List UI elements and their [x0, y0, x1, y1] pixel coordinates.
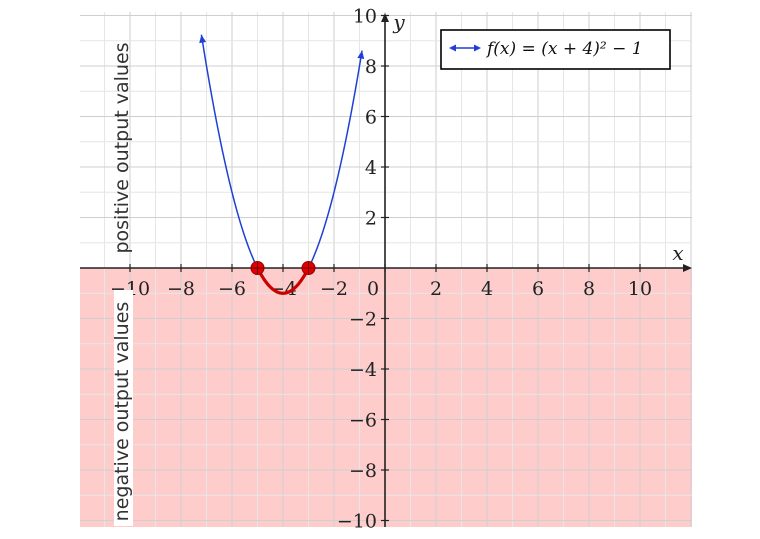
y-axis-label: y	[392, 10, 405, 34]
x-tick-label: 2	[430, 278, 442, 300]
x-axis-arrow	[683, 264, 692, 272]
y-tick-label: −6	[349, 410, 377, 432]
positive-region-label: positive output values	[111, 42, 133, 253]
x-tick-label: 10	[628, 278, 652, 300]
y-tick-label: 4	[365, 157, 377, 179]
y-tick-label: 2	[365, 208, 377, 230]
curve-arrowhead	[357, 50, 365, 60]
negative-region-label: negative output values	[111, 302, 133, 522]
x-axis-label: x	[672, 241, 683, 265]
y-tick-label: 6	[365, 107, 377, 129]
negative-segment	[256, 267, 310, 295]
x-tick-label: 6	[532, 278, 544, 300]
y-tick-label: −2	[349, 309, 377, 331]
x-tick-label: 8	[583, 278, 595, 300]
x-tick-label: −2	[320, 278, 348, 300]
x-tick-label: 4	[481, 278, 493, 300]
legend-arrow-right	[474, 44, 481, 52]
negative-label-background	[114, 290, 133, 526]
x-tick-label: −6	[218, 278, 246, 300]
curve-arrowhead	[199, 34, 207, 44]
legend-label: f(x) = (x + 4)² − 1	[485, 39, 643, 59]
x-tick-label: −4	[269, 278, 297, 300]
function-curve	[200, 34, 363, 295]
y-axis-arrow	[381, 13, 389, 22]
y-tick-label: 8	[365, 56, 377, 78]
x-tick-label: 0	[367, 278, 379, 300]
y-tick-label: 10	[353, 6, 377, 28]
y-tick-label: −10	[337, 511, 377, 533]
legend-arrow-left	[449, 44, 456, 52]
legend-box	[440, 29, 671, 70]
x-tick-label: −8	[167, 278, 195, 300]
y-tick-label: −4	[349, 359, 377, 381]
y-tick-label: −8	[349, 460, 377, 482]
negative-region	[80, 268, 692, 527]
